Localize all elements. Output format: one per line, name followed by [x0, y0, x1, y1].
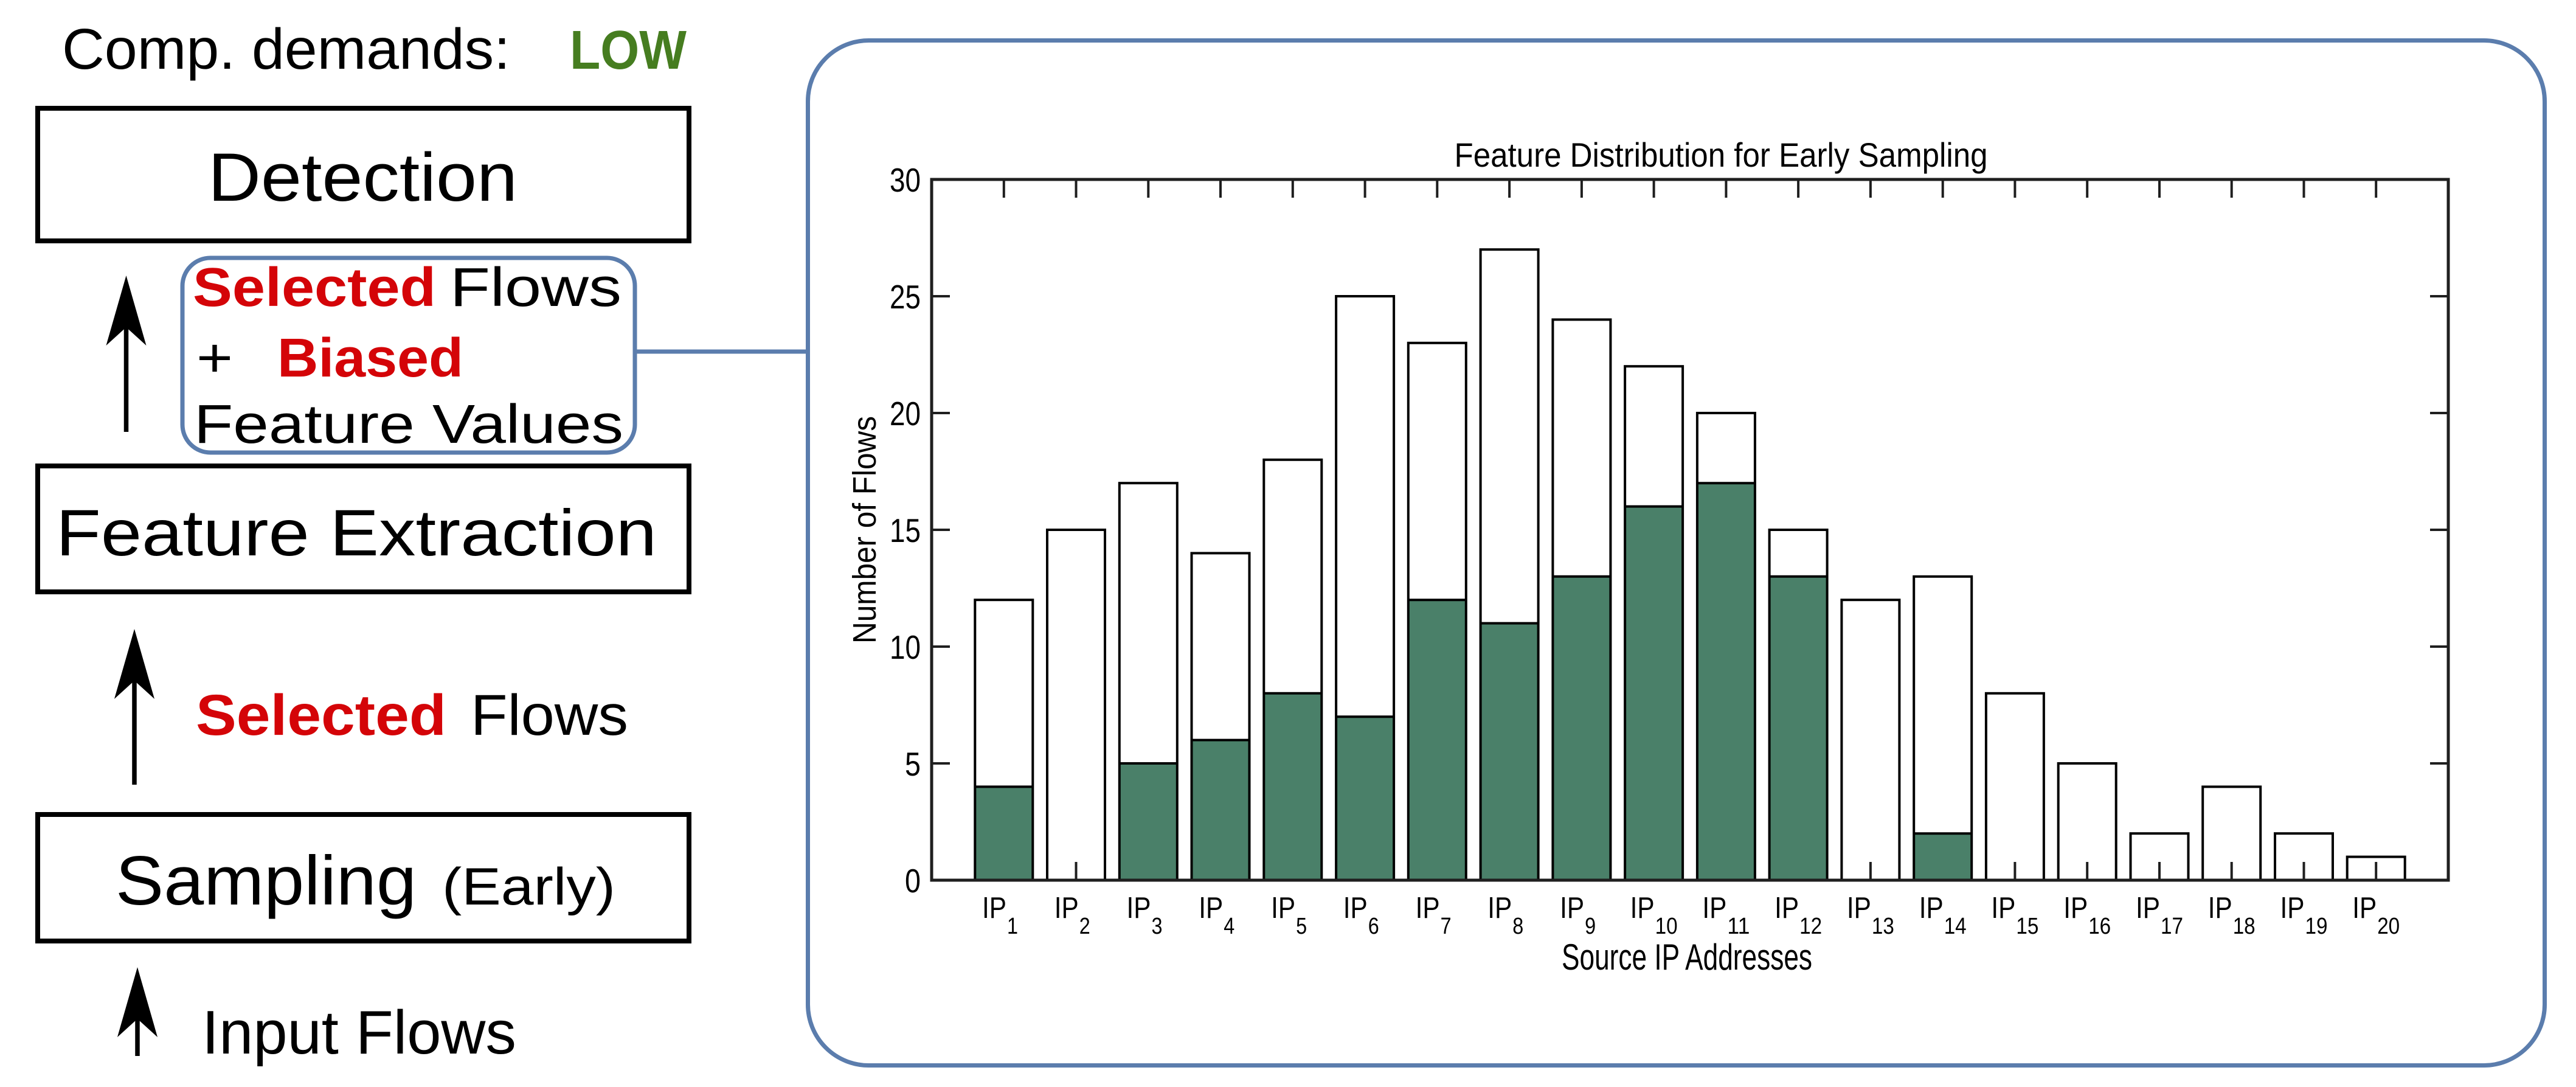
svg-text:Selected: Selected	[193, 257, 436, 318]
svg-text:15: 15	[2016, 914, 2038, 939]
svg-text:IP: IP	[1702, 892, 1726, 925]
svg-text:3: 3	[1152, 914, 1163, 939]
svg-text:LOW: LOW	[570, 20, 687, 81]
svg-text:IP: IP	[1630, 892, 1655, 925]
svg-text:5: 5	[1296, 914, 1307, 939]
svg-text:0: 0	[905, 862, 921, 900]
svg-text:10: 10	[1655, 914, 1678, 939]
svg-text:Comp. demands:: Comp. demands:	[62, 17, 510, 82]
svg-text:5: 5	[905, 745, 921, 783]
svg-text:20: 20	[890, 395, 921, 432]
svg-text:IP: IP	[1343, 892, 1368, 925]
svg-text:2: 2	[1079, 914, 1090, 939]
svg-text:Flows: Flows	[471, 683, 628, 748]
svg-text:20: 20	[2377, 914, 2400, 939]
svg-text:IP: IP	[1847, 892, 1871, 925]
svg-text:IP: IP	[1560, 892, 1584, 925]
svg-text:Detection: Detection	[208, 139, 518, 215]
svg-text:16: 16	[2088, 914, 2111, 939]
svg-text:Sampling: Sampling	[116, 842, 417, 920]
svg-text:19: 19	[2305, 914, 2328, 939]
svg-text:17: 17	[2161, 914, 2183, 939]
svg-text:IP: IP	[2063, 892, 2088, 925]
svg-text:25: 25	[890, 278, 921, 316]
svg-text:13: 13	[1872, 914, 1894, 939]
svg-text:IP: IP	[2136, 892, 2160, 925]
svg-text:IP: IP	[1774, 892, 1799, 925]
svg-text:18: 18	[2233, 914, 2256, 939]
svg-text:6: 6	[1368, 914, 1379, 939]
svg-text:IP: IP	[2352, 892, 2377, 925]
svg-text:Selected: Selected	[196, 683, 446, 748]
svg-text:IP: IP	[2280, 892, 2305, 925]
svg-text:Flows: Flows	[450, 257, 621, 318]
svg-text:10: 10	[890, 628, 921, 666]
svg-text:7: 7	[1441, 914, 1452, 939]
svg-text:+: +	[196, 328, 233, 389]
svg-text:Source IP Addresses: Source IP Addresses	[1562, 937, 1812, 978]
svg-text:1: 1	[1007, 914, 1018, 939]
svg-text:(Early): (Early)	[442, 858, 615, 916]
svg-text:Input Flows: Input Flows	[202, 999, 516, 1067]
svg-text:IP: IP	[1271, 892, 1295, 925]
svg-text:Biased: Biased	[277, 328, 463, 389]
svg-text:30: 30	[890, 161, 921, 199]
svg-text:15: 15	[890, 512, 921, 549]
svg-text:IP: IP	[1991, 892, 2015, 925]
svg-text:14: 14	[1944, 914, 1967, 939]
svg-text:IP: IP	[2208, 892, 2232, 925]
svg-text:11: 11	[1727, 914, 1750, 939]
svg-text:IP: IP	[1416, 892, 1440, 925]
svg-text:IP: IP	[1199, 892, 1223, 925]
svg-text:IP: IP	[1487, 892, 1512, 925]
svg-text:IP: IP	[1054, 892, 1079, 925]
svg-text:4: 4	[1224, 914, 1234, 939]
svg-text:8: 8	[1512, 914, 1523, 939]
svg-text:IP: IP	[1127, 892, 1151, 925]
svg-text:Number of Flows: Number of Flows	[847, 416, 883, 644]
svg-text:IP: IP	[982, 892, 1006, 925]
svg-text:Feature Distribution for Early: Feature Distribution for Early Sampling	[1455, 136, 1988, 174]
svg-text:IP: IP	[1919, 892, 1944, 925]
svg-text:Feature Extraction: Feature Extraction	[56, 496, 657, 569]
svg-text:Feature Values: Feature Values	[194, 394, 623, 455]
svg-text:12: 12	[1799, 914, 1822, 939]
svg-text:9: 9	[1585, 914, 1596, 939]
